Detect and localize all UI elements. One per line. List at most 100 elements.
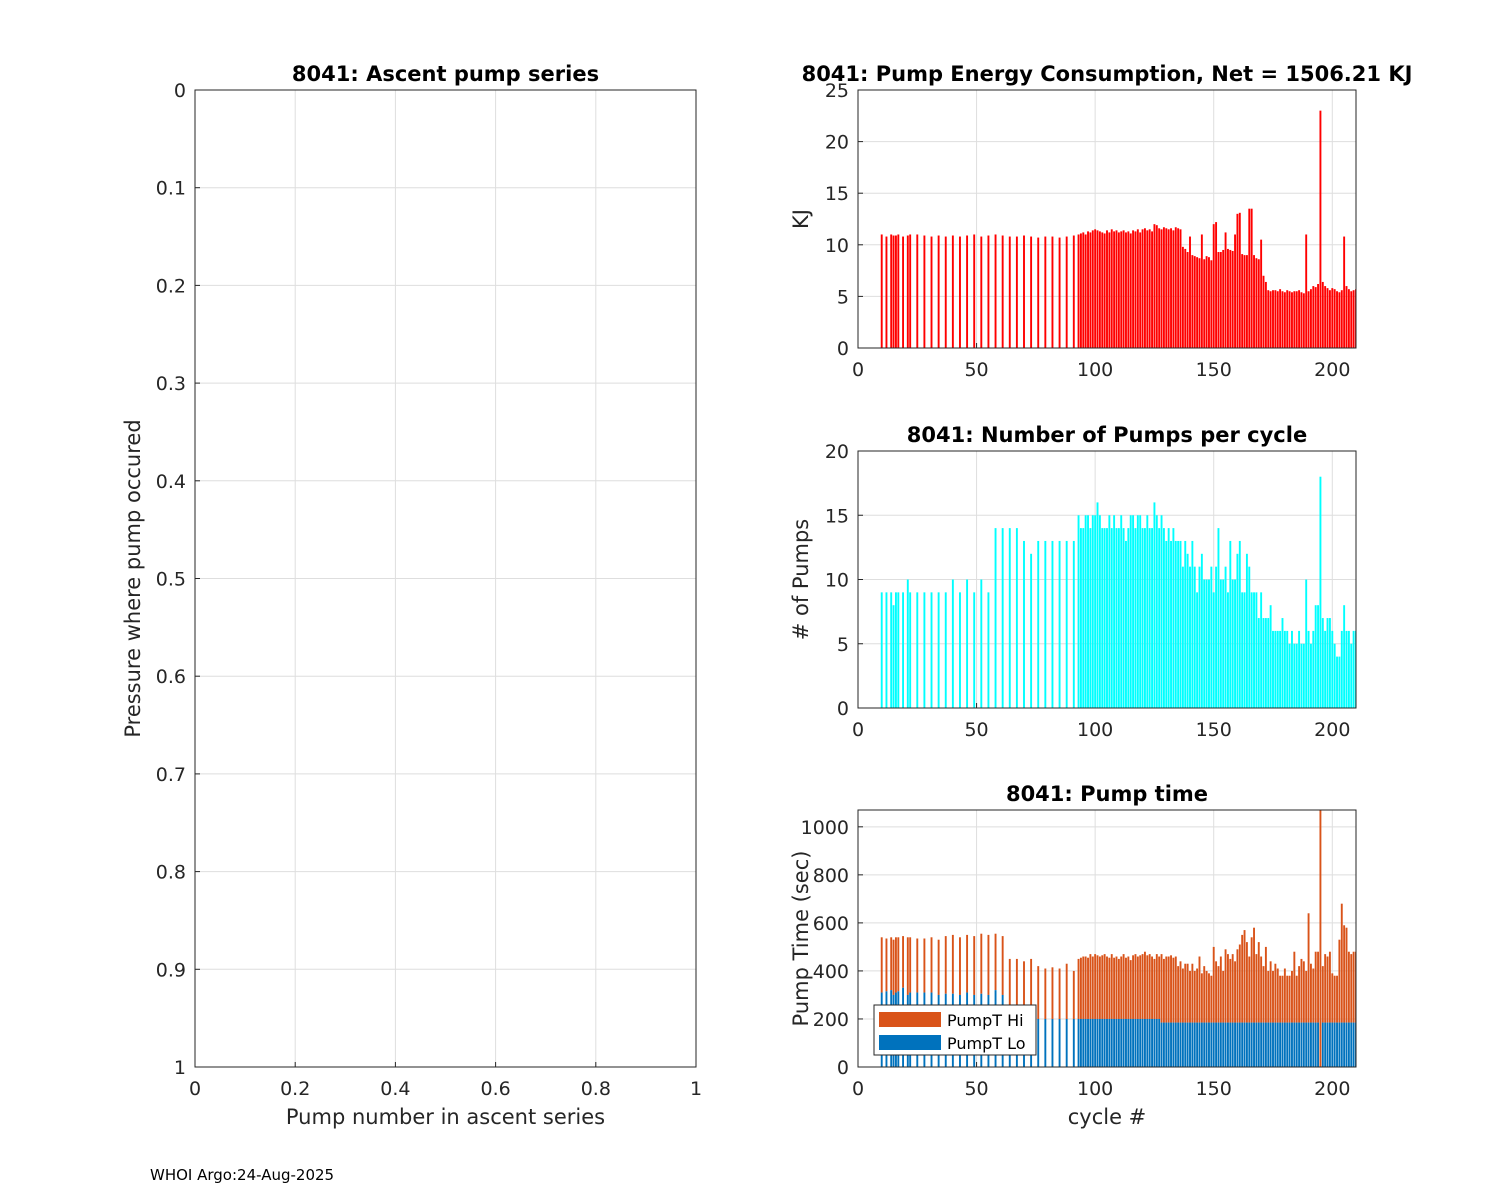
pumps-bar bbox=[1312, 630, 1315, 708]
energy-bar bbox=[1160, 229, 1163, 348]
energy-bar bbox=[1094, 229, 1097, 348]
pumps-bar bbox=[951, 579, 954, 708]
pumptime-bar-lo bbox=[1262, 1022, 1265, 1067]
pumptime-bar-lo bbox=[1307, 1022, 1310, 1067]
energy-bar bbox=[1167, 229, 1170, 348]
pumps-bar bbox=[1051, 540, 1054, 708]
energy-bar bbox=[1106, 230, 1108, 348]
energy-bar bbox=[1210, 260, 1213, 348]
energy-bar bbox=[1231, 250, 1234, 348]
pumptime-bar-lo bbox=[1347, 1022, 1350, 1067]
pumptime-bar-hi bbox=[1250, 937, 1253, 1023]
pumptime-bar-hi bbox=[1103, 954, 1106, 1019]
pumptime-bar-lo bbox=[1146, 1018, 1149, 1067]
pumptime-bar-lo bbox=[1098, 1018, 1101, 1067]
pumps-bar bbox=[1127, 528, 1130, 708]
pumptime-bar-lo bbox=[1286, 1022, 1289, 1067]
pumps-bar bbox=[1326, 618, 1329, 708]
ascent-xlabel: Pump number in ascent series bbox=[286, 1105, 605, 1129]
pumps-bar bbox=[1210, 566, 1213, 708]
pumptime-bar-hi bbox=[951, 934, 954, 994]
energy-bar bbox=[1241, 254, 1244, 348]
pumptime-bar-hi bbox=[1200, 973, 1203, 1023]
pumps-bar bbox=[1037, 540, 1040, 708]
pumps-xtick-label: 100 bbox=[1077, 719, 1113, 741]
pumptime-bar-lo bbox=[1191, 1022, 1194, 1067]
energy-bar bbox=[1269, 291, 1272, 348]
pumptime-bar-lo bbox=[1276, 1022, 1279, 1067]
pumptime-bar-lo bbox=[1158, 1018, 1161, 1067]
energy-bar bbox=[1148, 229, 1151, 348]
pumptime-bar-hi bbox=[1165, 956, 1168, 1023]
pumptime-bar-hi bbox=[1267, 970, 1270, 1023]
pumptime-bar-hi bbox=[1094, 954, 1097, 1019]
pumptime-bar-hi bbox=[1324, 954, 1327, 1023]
energy-bar bbox=[1113, 231, 1116, 348]
pumptime-bar-lo bbox=[1079, 1018, 1082, 1067]
pumptime-bar-hi bbox=[1328, 951, 1331, 1023]
energy-bar bbox=[1243, 255, 1246, 348]
pumptime-bar-lo bbox=[1132, 1018, 1135, 1067]
pumptime-bar-hi bbox=[1248, 956, 1251, 1023]
energy-bar bbox=[1084, 234, 1087, 348]
energy-bar bbox=[1179, 229, 1182, 348]
pumptime-xtick-label: 150 bbox=[1196, 1078, 1232, 1100]
pumps-bar bbox=[1243, 592, 1246, 708]
pumps-bar bbox=[890, 592, 893, 708]
pumptime-bar-hi bbox=[1160, 954, 1163, 1023]
ascent-ytick-label: 0.7 bbox=[156, 764, 186, 786]
pumps-bar bbox=[1234, 579, 1237, 708]
pumptime-bar-hi bbox=[1044, 968, 1047, 1019]
pumptime-bar-lo bbox=[1333, 1022, 1336, 1067]
energy-bar bbox=[930, 236, 933, 348]
pumptime-bar-lo bbox=[1314, 1022, 1317, 1067]
pumps-bar bbox=[980, 579, 983, 708]
pumptime-bar-lo bbox=[1072, 1018, 1075, 1067]
ascent-ytick-label: 0 bbox=[174, 80, 186, 102]
pumptime-bar-hi bbox=[1198, 956, 1201, 1023]
energy-bar bbox=[1120, 231, 1123, 348]
pumptime-bar-hi bbox=[1179, 961, 1182, 1023]
pumps-bar bbox=[1350, 643, 1353, 708]
pumptime-bar-hi bbox=[902, 936, 905, 988]
pumps-bar bbox=[1298, 630, 1301, 708]
energy-bar bbox=[1302, 293, 1305, 348]
pumptime-bar-lo bbox=[1082, 1018, 1085, 1067]
pumptime-ylabel: Pump Time (sec) bbox=[789, 851, 813, 1027]
pumps-bar bbox=[1338, 656, 1341, 708]
energy-bar bbox=[1001, 235, 1004, 348]
pumptime-bar-hi bbox=[1262, 966, 1265, 1023]
pumptime-bar-hi bbox=[1314, 951, 1317, 1023]
pumps-bar bbox=[1286, 630, 1289, 708]
pumptime-bar-hi bbox=[1172, 957, 1175, 1023]
pumps-bar bbox=[959, 592, 961, 708]
ascent-xtick-label: 0.2 bbox=[280, 1078, 310, 1100]
pumptime-bar-hi bbox=[1231, 954, 1234, 1023]
pumptime-title: 8041: Pump time bbox=[1006, 782, 1208, 806]
pumptime-bar-hi bbox=[1215, 961, 1218, 1023]
pumptime-bar-lo bbox=[1236, 1022, 1239, 1067]
pumptime-bar-lo bbox=[1210, 1022, 1213, 1067]
pumptime-bar-lo bbox=[1198, 1022, 1201, 1067]
pumps-bar bbox=[1181, 566, 1184, 708]
energy-bar bbox=[980, 236, 983, 348]
pumptime-bar-lo bbox=[1300, 1022, 1303, 1067]
pumptime-bar-hi bbox=[1127, 956, 1130, 1019]
pumptime-bar-hi bbox=[1264, 946, 1267, 1023]
pumps-bar bbox=[1215, 566, 1218, 708]
pumptime-bar-hi bbox=[1338, 939, 1341, 1023]
pumptime-bar-hi bbox=[1096, 955, 1099, 1019]
pumps-bar bbox=[1260, 592, 1263, 708]
energy-bar bbox=[1333, 289, 1336, 348]
pumptime-bar-lo bbox=[1051, 1018, 1054, 1067]
pumptime-bar-hi bbox=[1238, 944, 1241, 1023]
energy-bar bbox=[973, 234, 976, 348]
energy-bar bbox=[1200, 234, 1203, 348]
ascent-ytick-label: 0.5 bbox=[156, 569, 186, 591]
pumptime-bar-lo bbox=[1217, 1022, 1220, 1067]
pumps-bar bbox=[1217, 528, 1220, 708]
pumptime-bar-lo bbox=[1127, 1018, 1130, 1067]
pumptime-bar-lo bbox=[1196, 1022, 1199, 1067]
pumptime-bar-hi bbox=[1352, 951, 1355, 1023]
